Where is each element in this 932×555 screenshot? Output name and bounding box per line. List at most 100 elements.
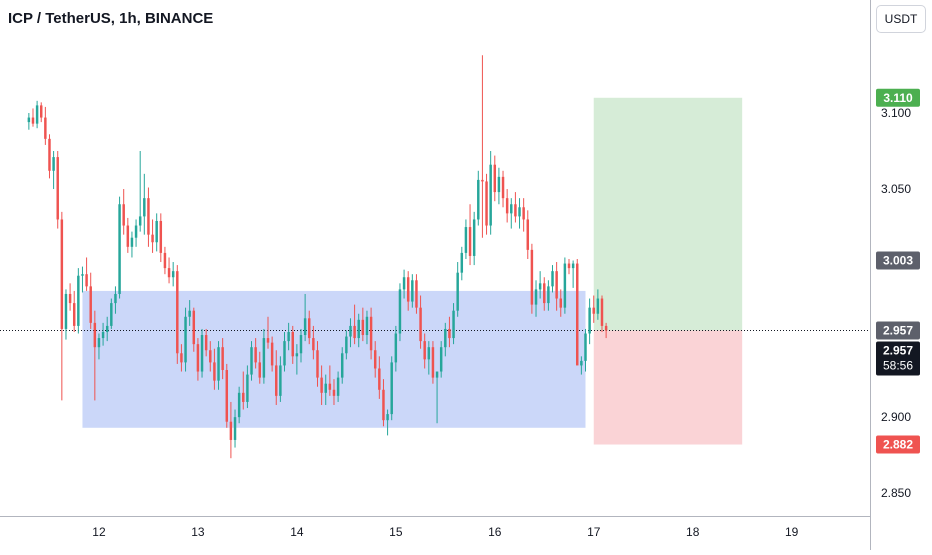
candle-body bbox=[427, 347, 431, 360]
range-box[interactable] bbox=[82, 290, 586, 428]
candle-body bbox=[514, 204, 517, 217]
candle-body bbox=[308, 318, 311, 339]
candle-body bbox=[110, 303, 113, 326]
candle-body bbox=[171, 271, 175, 278]
candle-body bbox=[68, 293, 72, 304]
candle-body bbox=[522, 207, 525, 220]
candle-body bbox=[378, 368, 381, 390]
candle-body bbox=[505, 198, 509, 214]
candle-body bbox=[373, 350, 377, 369]
time-tick-label: 19 bbox=[785, 525, 799, 539]
candle-body bbox=[497, 176, 501, 193]
candle-body bbox=[279, 365, 282, 396]
candle-body bbox=[530, 249, 534, 305]
candle-body bbox=[567, 263, 571, 269]
candle-body bbox=[114, 293, 117, 304]
candle-body bbox=[126, 225, 130, 247]
candle-body bbox=[122, 204, 125, 226]
price-badge bbox=[876, 321, 920, 340]
candle-body bbox=[39, 105, 43, 118]
currency-selector-button[interactable]: USDT bbox=[876, 5, 926, 33]
candle-body bbox=[254, 347, 257, 363]
candle-body bbox=[588, 307, 591, 334]
candle-body bbox=[213, 362, 216, 381]
candle-body bbox=[93, 322, 97, 348]
candle-body bbox=[345, 336, 348, 354]
candle-body bbox=[448, 328, 451, 339]
candle-body bbox=[237, 392, 241, 418]
candle-body bbox=[266, 338, 270, 343]
candle-body bbox=[316, 350, 319, 378]
candle-body bbox=[151, 234, 154, 243]
time-tick-label: 14 bbox=[290, 525, 304, 539]
price-badge bbox=[876, 435, 920, 454]
candle-body bbox=[580, 360, 583, 366]
candle-body bbox=[365, 316, 369, 336]
candle-body bbox=[52, 157, 55, 171]
candle-body bbox=[464, 227, 468, 253]
candle-body bbox=[283, 341, 286, 366]
candle-body bbox=[134, 225, 138, 238]
price-badge-label: 2.882 bbox=[883, 438, 913, 452]
candle-body bbox=[340, 353, 344, 378]
candle-body bbox=[250, 347, 253, 375]
candle-body bbox=[192, 310, 196, 345]
candle-body bbox=[559, 298, 562, 308]
candle-body bbox=[217, 347, 220, 381]
candle-body bbox=[452, 310, 455, 339]
candle-body bbox=[204, 335, 208, 351]
candle-body bbox=[159, 220, 163, 253]
candle-body bbox=[27, 117, 31, 123]
candle-body bbox=[543, 283, 546, 304]
candle-body bbox=[398, 289, 402, 334]
chart-title: ICP / TetherUS, 1h, BINANCE bbox=[8, 10, 214, 27]
candle-body bbox=[563, 263, 567, 308]
candle-body bbox=[299, 335, 303, 354]
candle-body bbox=[225, 370, 229, 422]
candle-body bbox=[233, 417, 237, 440]
price-badge-label: 2.957 bbox=[883, 323, 913, 337]
time-tick-label: 17 bbox=[587, 525, 601, 539]
candle-body bbox=[576, 263, 579, 366]
candle-body bbox=[31, 117, 35, 124]
candle-body bbox=[435, 371, 439, 378]
bar-countdown-label: 58:56 bbox=[883, 358, 913, 372]
target-zone[interactable] bbox=[593, 97, 743, 331]
candle-body bbox=[200, 335, 204, 372]
candle-body bbox=[312, 338, 315, 351]
candle-body bbox=[382, 389, 385, 421]
candle-body bbox=[336, 377, 340, 396]
candle-body bbox=[394, 333, 398, 363]
candle-body bbox=[56, 157, 59, 220]
candle-body bbox=[147, 198, 150, 235]
price-tick-label: 2.900 bbox=[881, 410, 911, 424]
candle-body bbox=[444, 328, 447, 348]
stop-zone[interactable] bbox=[593, 330, 743, 445]
candle-body bbox=[353, 325, 356, 339]
candle-body bbox=[361, 319, 365, 336]
candle-body bbox=[81, 274, 84, 276]
candle-body bbox=[295, 353, 299, 357]
candle-body bbox=[481, 179, 484, 182]
candle-body bbox=[477, 179, 480, 220]
candle-body bbox=[130, 237, 134, 247]
time-tick-label: 13 bbox=[191, 525, 205, 539]
price-badge-label: 3.003 bbox=[883, 254, 913, 268]
candle-body bbox=[592, 307, 595, 314]
candle-body bbox=[456, 272, 459, 311]
candle-body bbox=[584, 333, 587, 361]
candle-body bbox=[77, 275, 80, 326]
candle-body bbox=[551, 271, 554, 287]
candle-body bbox=[600, 298, 604, 326]
candle-body bbox=[419, 307, 422, 342]
candle-body bbox=[138, 216, 142, 226]
candle-body bbox=[439, 347, 443, 372]
candle-body bbox=[303, 318, 307, 336]
candle-body bbox=[184, 316, 187, 363]
candle-body bbox=[555, 271, 558, 299]
time-tick-label: 15 bbox=[389, 525, 403, 539]
candle-body bbox=[538, 283, 542, 290]
candle-body bbox=[270, 342, 274, 366]
